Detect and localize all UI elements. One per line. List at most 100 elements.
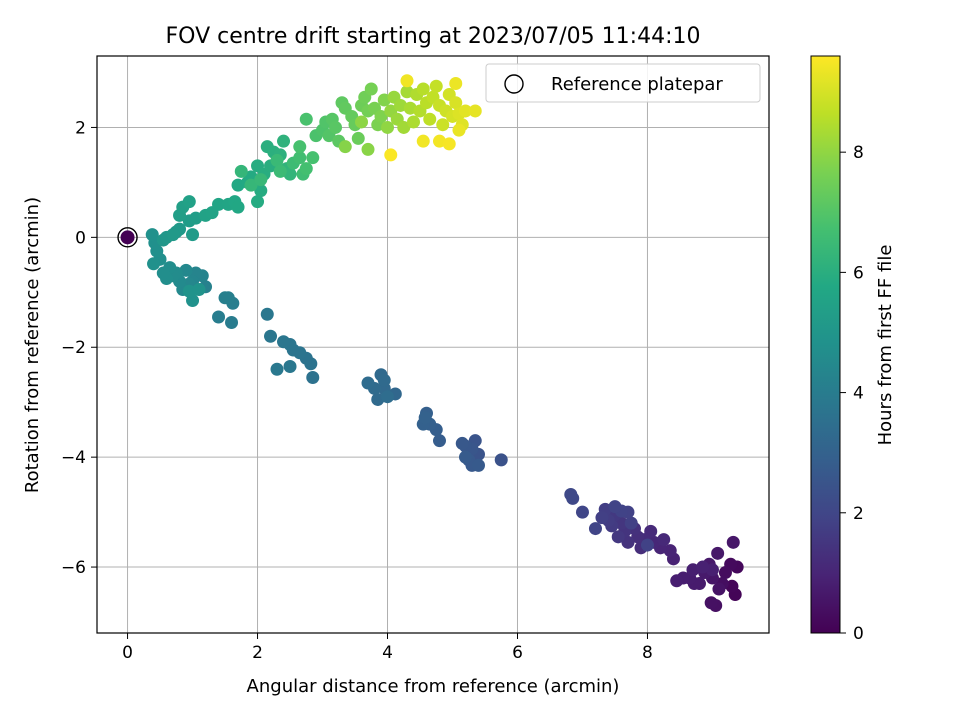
legend-marker — [504, 74, 524, 94]
data-point — [397, 120, 411, 134]
data-point — [145, 228, 159, 242]
data-point — [403, 101, 417, 115]
colorbar-tick-label: 0 — [853, 624, 864, 644]
data-point — [494, 453, 508, 467]
data-point — [381, 390, 395, 404]
colorbar-ticks: 0 2 4 6 8 — [840, 143, 864, 644]
data-point — [394, 98, 408, 112]
y-tick-label: −6 — [61, 558, 86, 578]
data-point — [611, 530, 625, 544]
data-point — [621, 535, 635, 549]
plot-frame — [96, 55, 770, 634]
data-point — [273, 164, 287, 178]
x-tick-label: 4 — [382, 643, 393, 663]
data-point — [293, 151, 307, 165]
data-point — [377, 93, 391, 107]
data-point — [371, 392, 385, 406]
data-point — [400, 85, 414, 99]
data-point — [436, 118, 450, 132]
data-point — [624, 516, 638, 530]
data-point — [595, 511, 609, 525]
data-point — [429, 79, 443, 93]
data-point — [244, 178, 258, 192]
colorbar-label: Hours from first FF file — [875, 245, 896, 446]
data-point — [458, 104, 472, 118]
data-point — [726, 535, 740, 549]
x-tick-label: 2 — [252, 643, 263, 663]
y-tick-label: 0 — [75, 228, 86, 248]
reference-point — [120, 230, 135, 245]
reference-ring — [117, 227, 138, 248]
data-point — [212, 310, 226, 324]
y-tick-label: 2 — [75, 118, 86, 138]
data-point — [696, 560, 710, 574]
data-point — [432, 434, 446, 448]
data-point — [449, 76, 463, 90]
data-point — [657, 533, 671, 547]
data-point — [442, 137, 456, 151]
data-point — [407, 115, 421, 129]
data-point — [384, 148, 398, 162]
data-point — [299, 162, 313, 176]
legend-box — [485, 63, 761, 103]
colorbar-tick-label: 6 — [853, 263, 864, 283]
data-point — [299, 112, 313, 126]
data-point — [147, 257, 161, 271]
data-point — [400, 74, 414, 88]
data-point — [234, 164, 248, 178]
data-points — [145, 74, 744, 613]
data-point — [718, 566, 732, 580]
data-point — [711, 546, 725, 560]
y-axis-ticks: −6 −4 −2 0 2 — [61, 118, 97, 578]
legend: Reference platepar — [485, 63, 761, 103]
data-point — [264, 329, 278, 343]
data-point — [705, 563, 719, 577]
data-point — [588, 522, 602, 536]
data-point — [458, 450, 472, 464]
chart-title: FOV centre drift starting at 2023/07/05 … — [166, 24, 701, 49]
data-point — [293, 140, 307, 154]
x-tick-label: 0 — [122, 643, 133, 663]
colorbar — [810, 55, 841, 634]
data-point — [564, 488, 578, 502]
data-point — [686, 563, 700, 577]
data-point — [416, 82, 430, 96]
data-point — [306, 370, 320, 384]
data-point — [640, 538, 654, 552]
data-point — [361, 376, 375, 390]
x-tick-label: 6 — [512, 643, 523, 663]
data-point — [416, 134, 430, 148]
data-point — [452, 123, 466, 137]
data-point — [225, 316, 239, 330]
data-point — [712, 582, 726, 596]
data-point — [270, 362, 284, 376]
y-tick-label: −4 — [61, 448, 86, 468]
data-point — [704, 596, 718, 610]
data-point — [468, 104, 482, 118]
data-point — [355, 115, 369, 129]
data-point — [432, 134, 446, 148]
data-point — [192, 283, 206, 297]
x-tick-label: 8 — [642, 643, 653, 663]
colorbar-tick-label: 4 — [853, 384, 864, 404]
legend-entry-reference: Reference platepar — [551, 74, 723, 95]
data-point — [283, 167, 297, 181]
data-point — [663, 544, 677, 558]
data-point — [166, 228, 180, 242]
data-point — [182, 284, 196, 298]
data-point — [251, 195, 265, 209]
data-point — [351, 131, 365, 145]
data-point — [254, 173, 268, 187]
data-point — [306, 151, 320, 165]
reference-marker — [117, 227, 138, 248]
data-point — [423, 112, 437, 126]
y-axis-label: Rotation from reference (arcmin) — [22, 197, 43, 493]
data-point — [377, 373, 391, 387]
data-point — [455, 436, 469, 450]
data-point — [254, 184, 268, 198]
data-point — [156, 266, 170, 280]
data-point — [283, 359, 297, 373]
data-point — [277, 134, 291, 148]
data-point — [418, 411, 432, 425]
